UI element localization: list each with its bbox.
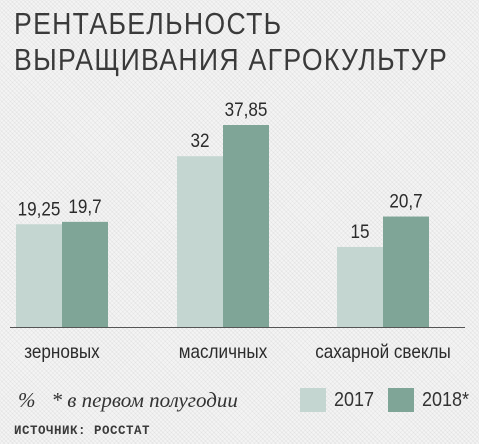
category-label-0: зерновых xyxy=(24,341,100,362)
data-label-2-0: 15 xyxy=(350,221,369,242)
bar-0-1 xyxy=(62,221,108,327)
bar-2-1 xyxy=(383,216,429,327)
legend-item-2017: 2017 xyxy=(300,388,379,412)
data-label-1-0: 32 xyxy=(190,130,209,151)
legend-label-2017: 2017 xyxy=(334,388,375,411)
note-text: * в первом полугодии xyxy=(51,388,238,412)
bar-1-1 xyxy=(223,125,269,327)
category-label-2: сахарной свеклы xyxy=(315,341,451,362)
chart-title-line-2: ВЫРАЩИВАНИЯ АГРОКУЛЬТУР xyxy=(14,42,449,77)
bar-2-0 xyxy=(337,246,383,327)
legend-item-2018: 2018* xyxy=(388,388,474,412)
bar-1-0 xyxy=(177,156,223,327)
legend-swatch-2018 xyxy=(388,388,414,412)
data-label-0-0: 19,25 xyxy=(18,198,61,219)
footnote: % * в первом полугодии xyxy=(18,388,238,413)
legend-swatch-2017 xyxy=(300,388,326,412)
bar-chart: 19,25 19,7 зерновых 32 37,85 масличных 15 20,7 с… xyxy=(10,99,465,362)
legend-label-2018: 2018* xyxy=(422,388,470,411)
data-label-1-1: 37,85 xyxy=(225,99,268,120)
data-label-0-1: 19,7 xyxy=(68,196,101,217)
unit-label: % xyxy=(18,388,36,412)
category-label-1: масличных xyxy=(179,341,267,362)
data-label-2-1: 20,7 xyxy=(389,191,422,212)
bar-0-0 xyxy=(16,224,62,327)
source-label: ИСТОЧНИК: РОССТАТ xyxy=(14,424,151,438)
chart-title-line-1: РЕНТАБЕЛЬНОСТЬ xyxy=(14,6,283,41)
